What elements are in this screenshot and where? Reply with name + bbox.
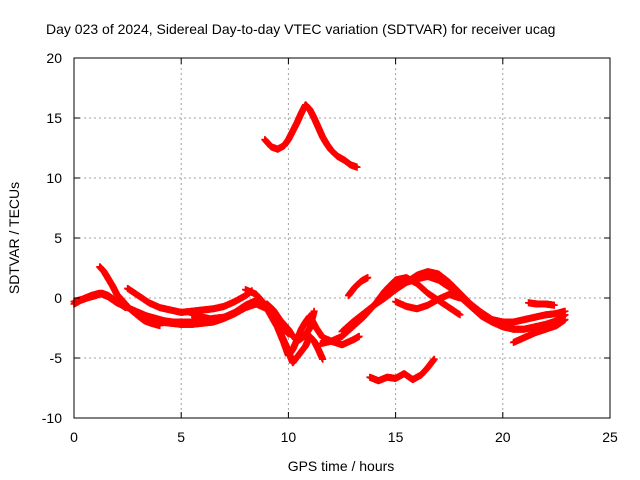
data-point [310, 307, 318, 315]
x-tick-label: 10 [281, 429, 297, 445]
data-point [456, 294, 464, 302]
series-arc-d [242, 286, 327, 367]
data-point [364, 274, 372, 282]
x-tick-label: 0 [70, 429, 78, 445]
x-axis-label: GPS time / hours [288, 458, 395, 474]
plot-series [70, 101, 569, 385]
y-tick-label: 15 [46, 110, 62, 126]
y-tick-label: 20 [46, 50, 62, 66]
y-tick-label: 0 [54, 290, 62, 306]
data-point [430, 355, 438, 363]
y-axis-label: SDTVAR / TECUs [6, 182, 22, 294]
axis-ticks: 0 5 10 15 20 25 -10 -5 0 5 10 15 20 [42, 50, 618, 445]
data-point [561, 316, 569, 324]
x-tick-label: 25 [602, 429, 618, 445]
data-point [456, 311, 464, 319]
x-tick-label: 20 [495, 429, 511, 445]
series-arc-j [392, 290, 464, 313]
series-arc-k [510, 316, 569, 346]
x-tick-label: 15 [388, 429, 404, 445]
y-tick-label: 5 [54, 230, 62, 246]
series-arc-flat [525, 299, 558, 309]
y-tick-label: -10 [42, 410, 62, 426]
data-point [355, 332, 363, 340]
chart-title: Day 023 of 2024, Sidereal Day-to-day VTE… [46, 21, 555, 37]
y-tick-label: 10 [46, 170, 62, 186]
x-tick-label: 5 [177, 429, 185, 445]
series-arc-low [366, 355, 438, 385]
data-point [561, 307, 569, 315]
series-arc-high [261, 101, 361, 171]
y-tick-label: -5 [50, 350, 63, 366]
series-arc-h [344, 274, 372, 300]
series-arc-l [488, 307, 569, 326]
data-point [319, 355, 327, 363]
grid-lines [74, 58, 610, 418]
data-point [353, 163, 361, 171]
series-arc-e [263, 300, 318, 344]
data-point [550, 301, 558, 309]
series-arc-i [381, 272, 569, 333]
